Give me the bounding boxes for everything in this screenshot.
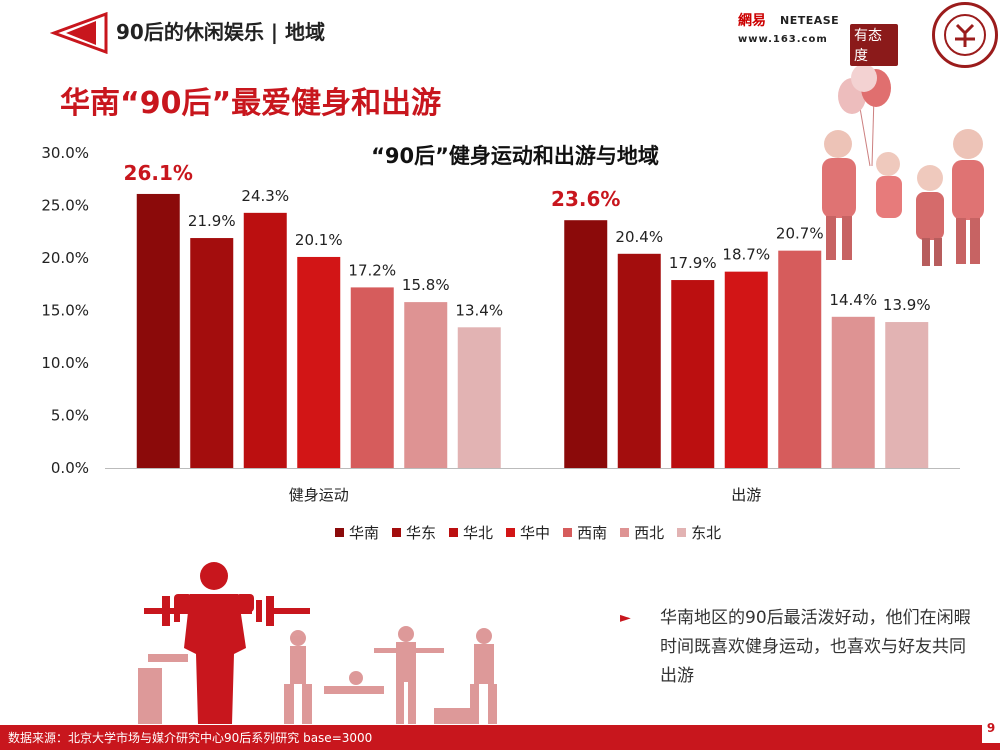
family-balloons-illustration [822, 66, 984, 266]
university-seal-icon [932, 2, 998, 68]
bar [885, 322, 929, 468]
logo-url: www.163.com [738, 34, 828, 45]
bar [831, 316, 875, 468]
netease-logo: 網易 NETEASE www.163.com 有态度 [738, 8, 898, 66]
legend-item: 西南 [563, 522, 607, 543]
legend-item: 华中 [506, 522, 550, 543]
bar [724, 271, 768, 468]
bar [617, 253, 661, 468]
legend-item: 华东 [392, 522, 436, 543]
insight-note: ► 华南地区的90后最活泼好动，他们在闲暇时间既喜欢健身运动，也喜欢与好友共同出… [620, 604, 982, 691]
y-tick-label: 5.0% [51, 407, 89, 425]
bar [243, 212, 287, 468]
legend-swatch [620, 528, 630, 537]
x-category-label: 出游 [731, 486, 761, 504]
legend-swatch [563, 528, 573, 537]
legend-item: 华北 [449, 522, 493, 543]
data-label: 24.3% [241, 187, 289, 205]
data-label: 18.7% [722, 246, 770, 264]
bar-chart: 0.0% 5.0% 10.0% 15.0% 20.0% 25.0% 30.0% 26.1% 21… [41, 144, 960, 504]
chart-title: “90后”健身运动和出游与地域 [0, 140, 1000, 170]
data-label: 26.1% [124, 161, 193, 185]
gym-fitness-illustration [138, 562, 497, 724]
logo-tag: 有态度 [850, 24, 898, 66]
bar [457, 327, 501, 468]
data-label: 14.4% [829, 291, 877, 309]
data-label: 23.6% [551, 187, 620, 211]
y-tick-label: 20.0% [41, 249, 89, 267]
legend-label: 西北 [634, 524, 665, 542]
data-label: 13.4% [455, 301, 503, 319]
data-label: 20.1% [295, 231, 343, 249]
page-number: 9 [982, 713, 1000, 743]
main-title: 华南“90后”最爱健身和出游 [60, 86, 442, 121]
section-title: 90后的休闲娱乐 | 地域 [116, 20, 326, 44]
legend-label: 东北 [691, 524, 722, 542]
bar [136, 193, 180, 468]
legend-swatch [335, 528, 344, 537]
data-label: 17.9% [669, 254, 717, 272]
y-tick-label: 10.0% [41, 354, 89, 372]
chart-title-text: “90后”健身运动和出游与地域 [371, 144, 659, 168]
data-label: 17.2% [348, 261, 396, 279]
legend-label: 华中 [520, 524, 551, 542]
logo-en: NETEASE [780, 14, 840, 27]
legend-label: 华南 [349, 524, 380, 542]
logo-cn: 網易 [738, 14, 766, 29]
y-tick-label: 15.0% [41, 302, 89, 320]
y-tick-label: 0.0% [51, 459, 89, 477]
bar [297, 256, 341, 468]
data-label: 20.4% [615, 228, 663, 246]
bar [190, 238, 234, 468]
data-label: 21.9% [188, 212, 236, 230]
footer-bar [0, 725, 1000, 750]
data-label: 20.7% [776, 225, 824, 243]
legend-swatch [392, 528, 402, 537]
legend-item: 西北 [620, 522, 664, 543]
x-category-label: 健身运动 [289, 486, 349, 504]
chart-legend: 华南 华东 华北 华中 西南 西北 东北 [335, 522, 721, 543]
data-label: 13.9% [883, 296, 931, 314]
bar [350, 287, 394, 468]
legend-label: 华北 [463, 524, 494, 542]
data-source: 数据来源：北京大学市场与媒介研究中心90后系列研究 base=3000 [8, 731, 373, 745]
bar [564, 220, 608, 468]
note-text: 华南地区的90后最活泼好动，他们在闲暇时间既喜欢健身运动，也喜欢与好友共同出游 [660, 608, 971, 686]
legend-swatch [449, 528, 459, 537]
bar [778, 250, 822, 468]
legend-swatch [506, 528, 516, 537]
legend-item: 东北 [677, 522, 721, 543]
legend-swatch [677, 528, 687, 537]
y-tick-label: 25.0% [41, 197, 89, 215]
bar [671, 280, 715, 468]
bullet-arrow-icon: ► [620, 610, 631, 626]
header-arrow-icon [50, 12, 108, 54]
data-label: 15.8% [402, 276, 450, 294]
bar [404, 302, 448, 468]
legend-item: 华南 [335, 522, 379, 543]
legend-label: 西南 [577, 524, 608, 542]
legend-label: 华东 [406, 524, 437, 542]
y-tick-label: 30.0% [41, 144, 89, 162]
